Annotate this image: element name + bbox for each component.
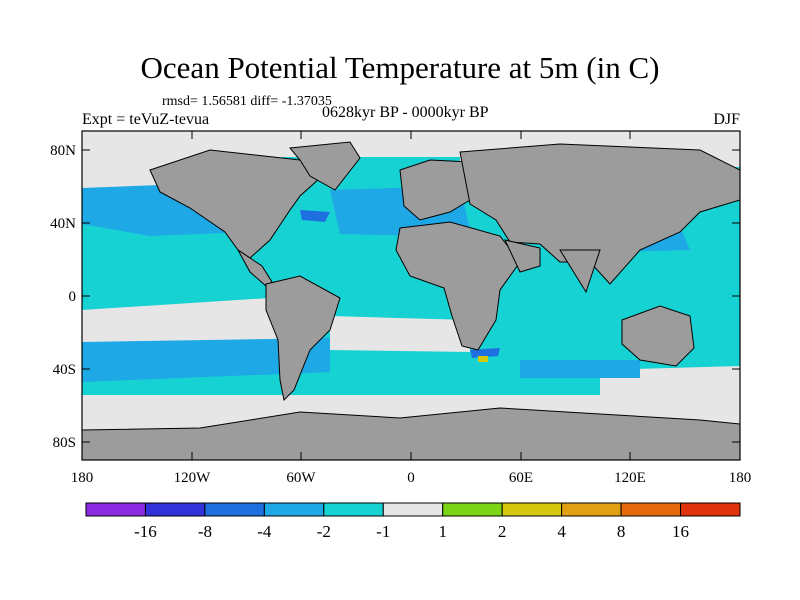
colorbar-label: 8: [617, 522, 626, 541]
lon-tick-60w: 60W: [286, 470, 316, 486]
lat-tick-80s: 80S: [53, 435, 76, 451]
lon-tick-180e: 180: [729, 470, 752, 486]
colorbar-label: -4: [257, 522, 272, 541]
colorbar-label: 2: [498, 522, 507, 541]
colorbar-swatch: [382, 502, 444, 517]
lon-tick-marks: [81, 131, 741, 460]
period-label: 0628kyr BP - 0000kyr BP: [322, 104, 489, 121]
colorbar-label: 16: [672, 522, 689, 541]
lon-tick-labels: 180 120W 60W 0 60E 120E 180: [71, 470, 752, 486]
lat-tick-labels: 80N 40N 0 40S 80S: [50, 143, 76, 451]
colorbar-label: -8: [198, 522, 212, 541]
lon-tick-120w: 120W: [174, 470, 212, 486]
lat-tick-40s: 40S: [53, 362, 76, 378]
colorbar-swatch: [442, 502, 503, 517]
colorbar-swatch: [263, 502, 325, 517]
colorbar-label: 1: [438, 522, 447, 541]
colorbar-swatch: [85, 502, 146, 517]
stats-line: rmsd= 1.56581 diff= -1.37035: [162, 94, 332, 109]
lat-tick-marks: [82, 149, 740, 443]
lat-tick-80n: 80N: [50, 143, 76, 159]
colorbar-swatch: [323, 502, 384, 517]
colorbar-label: -16: [134, 522, 157, 541]
colorbar-swatch: [680, 502, 741, 517]
lat-tick-0: 0: [69, 289, 77, 305]
colorbar-label: 4: [557, 522, 566, 541]
experiment-label: Expt = teVuZ-tevua: [82, 111, 210, 128]
warm-patch: [478, 356, 488, 362]
colorbar-labels: -16 -8 -4 -2 -1 1 2 4 8 16: [134, 522, 689, 541]
lon-tick-60e: 60E: [509, 470, 533, 486]
lon-tick-180w: 180: [71, 470, 94, 486]
colorbar-swatch: [501, 502, 563, 517]
colorbar-label: -1: [376, 522, 390, 541]
map-title: Ocean Potential Temperature at 5m (in C): [140, 50, 660, 85]
lon-tick-120e: 120E: [614, 470, 646, 486]
colorbar-swatch: [561, 502, 622, 517]
land-masses: [82, 141, 740, 460]
lon-tick-0: 0: [407, 470, 415, 486]
colorbar-label: -2: [317, 522, 331, 541]
colorbar-swatch: [620, 502, 682, 517]
colorbar-swatch: [144, 502, 206, 517]
colorbar-swatch: [204, 502, 265, 517]
colorbar: [85, 502, 741, 517]
season-label: DJF: [713, 111, 740, 128]
map-plot-area: [82, 131, 740, 460]
lat-tick-40n: 40N: [50, 216, 76, 232]
